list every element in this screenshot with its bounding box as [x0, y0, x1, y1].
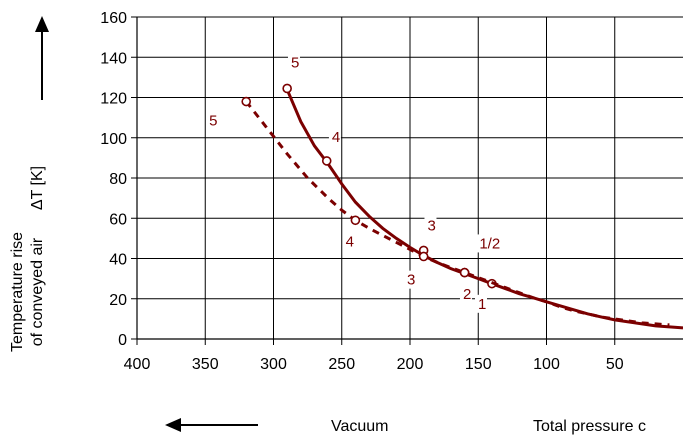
up-arrow-icon: [35, 16, 49, 100]
point-label-bg: [459, 284, 472, 303]
y-tick-label: 100: [100, 131, 127, 148]
x-tick-labels: 400 350 300 250 200 150 100 50: [124, 356, 624, 373]
x-tick-label: 200: [397, 356, 424, 373]
y-tick-label: 120: [100, 91, 127, 108]
x-tick-label: 100: [533, 356, 560, 373]
left-arrow-icon: [165, 418, 258, 432]
y-tick-label: 0: [118, 332, 127, 349]
point-label: 4: [332, 129, 340, 146]
data-point-marker: [241, 96, 251, 107]
data-point-marker: [321, 156, 332, 166]
point-label-bg: [328, 127, 341, 146]
point-label-bg: [342, 232, 355, 251]
y-tick-label: 20: [109, 292, 127, 309]
y-axis-label-symbol: ΔT [K]: [29, 166, 46, 210]
data-point-marker: [418, 251, 429, 262]
point-label-bg: [206, 111, 219, 130]
point-label: 1/2: [479, 235, 500, 252]
y-tick-label: 80: [109, 171, 127, 188]
point-label: 5: [209, 113, 217, 130]
x-tick-label: 50: [606, 356, 624, 373]
point-labels: 5 4 3 1/2 12 3 4 5: [206, 53, 507, 313]
plot-frame: [131, 16, 683, 345]
y-tick-label: 60: [109, 211, 127, 228]
point-label: 5: [291, 54, 299, 71]
point-label: 4: [346, 233, 354, 250]
y-tick-labels: 0 20 40 60 80 100 120 140 160: [100, 10, 127, 349]
y-axis-label-line1: Temperature rise: [9, 232, 26, 352]
grid-lines: [137, 16, 683, 339]
x-tick-label: 150: [465, 356, 492, 373]
x-tick-label: 400: [124, 356, 151, 373]
x-axis-label-vacuum: Vacuum: [331, 418, 389, 435]
y-tick-label: 160: [100, 10, 127, 27]
point-label: 2: [463, 286, 471, 303]
data-point-marker: [350, 215, 361, 226]
y-tick-label: 140: [100, 50, 127, 67]
point-label: 1: [478, 296, 486, 313]
series-line-dashed: [245, 100, 670, 327]
data-point-marker: [459, 267, 470, 278]
y-axis-label-line2: of conveyed air: [29, 237, 46, 346]
series-line-solid: [285, 88, 683, 330]
x-tick-label: 250: [328, 356, 355, 373]
point-label-bg: [424, 216, 437, 235]
point-label: 3: [427, 217, 435, 234]
y-tick-label: 40: [109, 252, 127, 269]
point-label-bg: [476, 234, 507, 253]
x-tick-label: 350: [192, 356, 219, 373]
point-label-bg: [474, 294, 487, 313]
point-label: 3: [407, 272, 415, 289]
data-series: [241, 83, 683, 330]
x-axis-label-total-pressure: Total pressure c: [533, 418, 646, 435]
data-point-marker: [282, 83, 292, 94]
x-tick-label: 300: [260, 356, 287, 373]
point-label-bg: [287, 53, 300, 72]
point-label-bg: [404, 270, 416, 289]
